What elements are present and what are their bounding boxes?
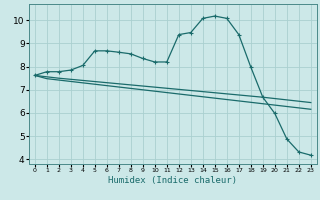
X-axis label: Humidex (Indice chaleur): Humidex (Indice chaleur) <box>108 176 237 185</box>
